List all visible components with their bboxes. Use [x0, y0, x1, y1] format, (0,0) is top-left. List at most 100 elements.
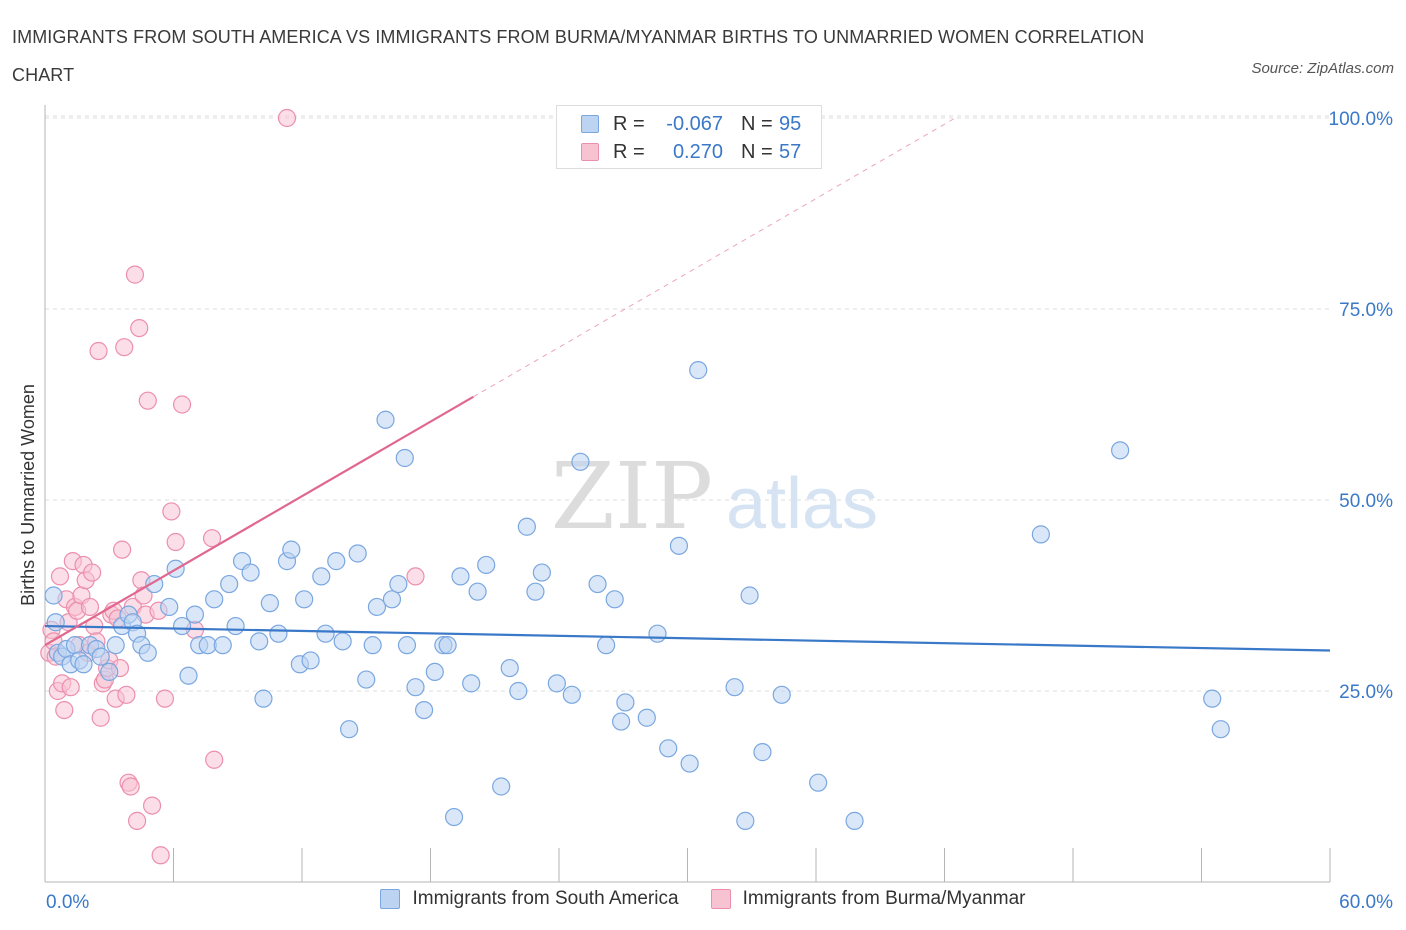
- data-point-south-america: [526, 582, 545, 601]
- legend-item-burma: Immigrants from Burma/Myanmar: [710, 888, 1026, 910]
- data-point-burma: [166, 532, 185, 552]
- data-point-south-america: [316, 624, 335, 643]
- data-point-south-america: [680, 754, 699, 773]
- data-point-south-america: [333, 632, 352, 651]
- data-point-burma: [112, 540, 132, 559]
- source-label: Source: ZipAtlas.com: [1251, 60, 1394, 77]
- data-point-south-america: [250, 632, 269, 651]
- data-point-south-america: [138, 643, 157, 662]
- data-point-south-america: [357, 670, 376, 689]
- data-point-south-america: [46, 613, 65, 632]
- data-point-south-america: [213, 636, 232, 655]
- data-point-south-america: [376, 410, 395, 429]
- data-point-south-america: [301, 651, 320, 670]
- data-point-burma: [138, 391, 157, 410]
- series-burma-points: [40, 108, 425, 865]
- trendlines: [44, 117, 1331, 652]
- data-point-south-america: [451, 567, 470, 586]
- data-point-south-america: [160, 597, 179, 617]
- axes: [44, 105, 1331, 883]
- data-point-burma: [117, 685, 136, 704]
- data-point-south-america: [689, 361, 708, 380]
- data-point-south-america: [1111, 441, 1130, 460]
- data-point-south-america: [740, 586, 759, 605]
- data-point-south-america: [571, 452, 590, 471]
- series-legend: Immigrants from South America Immigrants…: [0, 888, 1406, 910]
- data-point-south-america: [845, 811, 864, 830]
- data-point-south-america: [772, 685, 791, 704]
- data-point-south-america: [397, 636, 417, 655]
- data-point-south-america: [444, 807, 464, 827]
- data-point-south-america: [282, 540, 301, 559]
- data-point-south-america: [1031, 525, 1050, 544]
- data-point-south-america: [172, 616, 192, 636]
- data-point-burma: [155, 689, 175, 708]
- data-point-burma: [89, 341, 108, 361]
- data-point-burma: [202, 529, 222, 548]
- data-point-south-america: [547, 674, 566, 693]
- data-point-south-america: [312, 567, 331, 586]
- data-point-south-america: [327, 552, 346, 571]
- y-tick-label: 50.0%: [1339, 491, 1393, 512]
- data-point-burma: [80, 597, 100, 617]
- watermark: ZIP atlas: [551, 443, 878, 550]
- data-point-south-america: [438, 636, 457, 655]
- data-point-south-america: [340, 720, 359, 739]
- data-point-south-america: [205, 590, 224, 609]
- data-point-burma: [127, 811, 147, 830]
- data-point-south-america: [562, 685, 581, 704]
- legend-n-value: 95: [779, 112, 802, 135]
- y-axis-label: Births to Unmarried Women: [18, 384, 38, 606]
- data-point-south-america: [659, 739, 678, 758]
- data-point-south-america: [406, 678, 425, 697]
- data-point-south-america: [382, 590, 402, 609]
- data-point-burma: [83, 563, 102, 582]
- data-point-south-america: [669, 536, 689, 555]
- legend-swatch-pink: [581, 143, 599, 161]
- trendline-south-america: [44, 624, 1331, 652]
- data-point-south-america: [241, 563, 260, 582]
- data-point-burma: [205, 750, 224, 769]
- data-point-south-america: [736, 811, 755, 830]
- y-tick-labels: 25.0% 50.0% 75.0% 100.0%: [1329, 109, 1394, 703]
- legend-n-value: 57: [779, 140, 802, 163]
- data-point-burma: [406, 567, 425, 586]
- data-point-south-america: [468, 582, 487, 601]
- legend-label-south-america: Immigrants from South America: [412, 888, 679, 909]
- data-point-south-america: [1211, 720, 1230, 739]
- data-point-burma: [50, 567, 70, 586]
- y-tick-label: 100.0%: [1329, 109, 1394, 130]
- data-point-south-america: [588, 574, 607, 594]
- data-point-south-america: [414, 700, 434, 720]
- data-point-south-america: [363, 636, 382, 655]
- data-point-burma: [277, 108, 297, 128]
- data-point-south-america: [500, 658, 519, 678]
- trendline-burma: [44, 395, 474, 647]
- data-point-south-america: [269, 624, 288, 643]
- data-point-south-america: [532, 563, 551, 582]
- gridlines: [45, 115, 1330, 692]
- data-point-burma: [121, 777, 140, 796]
- legend-r-label: R =: [613, 140, 645, 163]
- legend-label-burma: Immigrants from Burma/Myanmar: [742, 888, 1026, 909]
- watermark-atlas: atlas: [726, 464, 878, 544]
- data-point-south-america: [395, 448, 414, 468]
- y-tick-label: 75.0%: [1339, 300, 1393, 321]
- legend-swatch-pink: [710, 889, 731, 909]
- data-point-burma: [115, 338, 134, 357]
- x-tick-label: 0.0%: [46, 892, 89, 913]
- data-point-south-america: [106, 636, 125, 655]
- data-point-burma: [162, 502, 181, 521]
- data-point-south-america: [492, 777, 511, 796]
- legend-r-value: 0.270: [672, 140, 723, 163]
- y-tick-label: 25.0%: [1339, 682, 1393, 703]
- data-point-south-america: [425, 662, 444, 682]
- data-point-south-america: [477, 555, 496, 575]
- data-point-south-america: [612, 712, 631, 731]
- data-point-south-america: [648, 624, 667, 643]
- legend-r-value: -0.067: [666, 112, 723, 135]
- data-point-south-america: [295, 590, 314, 609]
- data-point-south-america: [185, 605, 205, 624]
- data-point-burma: [172, 395, 192, 414]
- data-point-south-america: [809, 773, 828, 792]
